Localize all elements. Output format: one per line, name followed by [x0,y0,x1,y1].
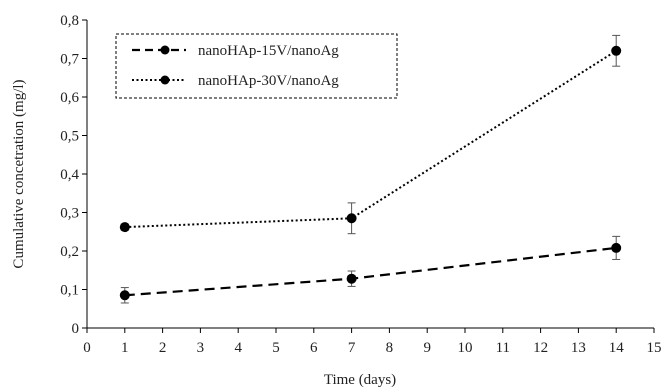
data-point [119,222,130,233]
series-line-nanohap-15v-nanoag [124,246,617,297]
legend-box [115,33,398,99]
legend: nanoHAp-15V/nanoAg nanoHAp-30V/nanoAg [115,33,398,99]
series-layer [119,34,622,304]
legend-label-nanohap-30v: nanoHAp-30V/nanoAg [198,73,339,89]
series-nanohap-30v-nanoag [119,34,622,235]
x-tick-label: 13 [571,340,586,356]
legend-marker-nanohap-30v [160,75,170,85]
y-axis-title: Cumulative concetration (mg/l) [11,79,27,268]
x-tick-label: 8 [386,340,394,356]
y-ticks: 0 0,1 0,2 0,3 0,4 0,5 0,6 0,7 0,8 [60,13,87,337]
data-point [611,242,622,253]
data-point [611,45,622,56]
y-tick-label: 0,7 [60,52,79,68]
x-tick-label: 10 [458,340,473,356]
x-tick-label: 9 [423,340,431,356]
y-tick-label: 0,1 [60,283,79,299]
legend-label-nanohap-15v: nanoHAp-15V/nanoAg [198,43,339,59]
x-tick-label: 7 [348,340,356,356]
x-tick-label: 5 [272,340,280,356]
x-tick-label: 12 [533,340,548,356]
y-tick-label: 0,3 [60,206,79,222]
x-tick-label: 15 [647,340,662,356]
x-tick-label: 3 [197,340,205,356]
data-point [119,290,130,301]
x-tick-label: 4 [234,340,242,356]
y-tick-label: 0 [72,321,80,337]
x-tick-label: 2 [159,340,167,356]
y-tick-label: 0,5 [60,129,79,145]
legend-marker-nanohap-15v [160,45,170,55]
data-point [346,273,357,284]
x-tick-label: 6 [310,340,318,356]
data-point [346,213,357,224]
x-tick-label: 1 [121,340,129,356]
series-nanohap-15v-nanoag [119,235,622,304]
x-axis-title: Time (days) [324,372,396,387]
y-tick-label: 0,6 [60,90,79,106]
x-tick-label: 0 [83,340,91,356]
y-tick-label: 0,2 [60,244,79,260]
x-ticks: 0 1 2 3 4 5 6 7 8 9 10 11 12 13 14 15 [83,328,662,356]
y-tick-label: 0,4 [60,167,79,183]
x-tick-label: 14 [609,340,625,356]
y-tick-label: 0,8 [60,13,79,29]
x-tick-label: 11 [496,340,510,356]
